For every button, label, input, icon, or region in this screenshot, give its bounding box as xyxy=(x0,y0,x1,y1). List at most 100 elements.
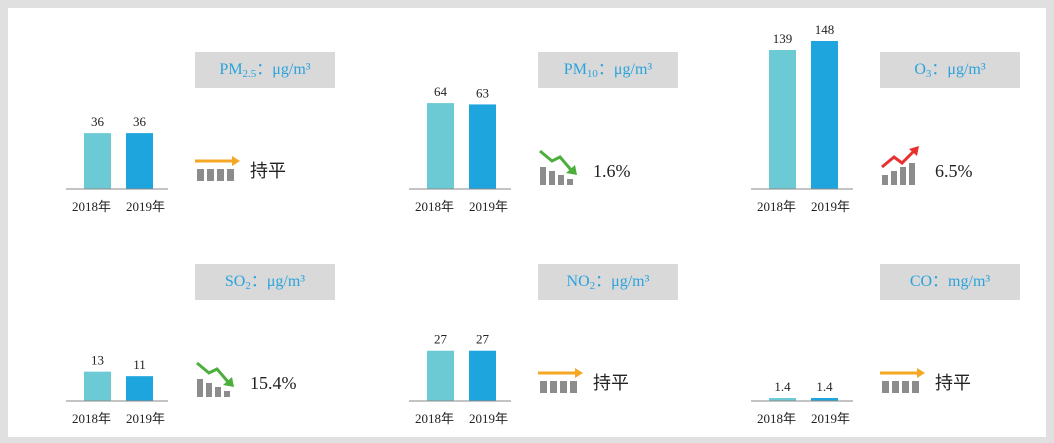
title-sub: 2.5 xyxy=(243,68,257,80)
chart-title: PM2.5：μg/m³ xyxy=(219,61,310,80)
title-sub: 2 xyxy=(590,280,596,292)
bar xyxy=(84,133,111,189)
bar xyxy=(769,398,796,401)
icon-bar xyxy=(900,167,906,185)
x-tick-label: 2018年 xyxy=(757,199,796,214)
value-label: 1.4 xyxy=(816,379,833,394)
icon-bar xyxy=(217,169,224,181)
trend-icon xyxy=(539,149,577,185)
icon-bar xyxy=(560,381,567,393)
title-box xyxy=(195,52,335,88)
icon-bar xyxy=(550,381,557,393)
value-label: 148 xyxy=(815,22,835,37)
title-box xyxy=(195,264,335,300)
x-tick-label: 2019年 xyxy=(811,411,850,426)
icon-bar xyxy=(207,169,214,181)
title-main: NO xyxy=(567,273,590,290)
icon-bar xyxy=(227,169,234,181)
icon-bar xyxy=(909,163,915,185)
icon-bar xyxy=(558,175,564,185)
trend-icon xyxy=(538,368,583,393)
x-tick-label: 2018年 xyxy=(415,411,454,426)
value-label: 11 xyxy=(133,357,146,372)
value-label: 27 xyxy=(434,332,448,347)
icon-bar xyxy=(540,167,546,185)
change-label: 15.4% xyxy=(250,373,297,393)
chart-title: CO：mg/m³ xyxy=(910,273,991,290)
icon-bar xyxy=(882,175,888,185)
value-label: 64 xyxy=(434,84,448,99)
value-label: 13 xyxy=(91,353,104,368)
title-main: SO xyxy=(225,273,245,290)
title-box xyxy=(538,264,678,300)
title-main: CO xyxy=(910,273,932,290)
icon-bar xyxy=(912,381,919,393)
x-tick-label: 2018年 xyxy=(415,199,454,214)
icon-bar xyxy=(224,391,230,397)
value-label: 139 xyxy=(773,31,793,46)
title-box xyxy=(880,52,1020,88)
bar xyxy=(811,41,838,189)
icon-arrow-head xyxy=(566,165,577,175)
icon-bar xyxy=(882,381,889,393)
title-unit: ：μg/m³ xyxy=(256,61,310,78)
title-main: O xyxy=(914,61,926,78)
icon-bar xyxy=(215,387,221,397)
bar xyxy=(469,104,496,189)
value-label: 63 xyxy=(476,85,489,100)
icon-bar xyxy=(891,171,897,185)
change-label: 6.5% xyxy=(935,161,973,181)
icon-bar xyxy=(197,169,204,181)
title-box xyxy=(880,264,1020,300)
icon-bar xyxy=(549,171,555,185)
title-box xyxy=(538,52,678,88)
trend-icon xyxy=(195,156,240,181)
x-tick-label: 2018年 xyxy=(72,411,111,426)
icon-arrow-head xyxy=(909,146,919,156)
change-label: 持平 xyxy=(250,161,286,181)
chart-title: SO2：μg/m³ xyxy=(225,273,305,292)
value-label: 1.4 xyxy=(774,379,791,394)
icon-bar xyxy=(206,383,212,397)
bar xyxy=(126,376,153,401)
chart-title: NO2：μg/m³ xyxy=(567,273,650,292)
icon-bar xyxy=(197,379,203,397)
x-tick-label: 2019年 xyxy=(469,411,508,426)
icon-arrow xyxy=(539,149,574,172)
x-tick-label: 2019年 xyxy=(811,199,850,214)
bar xyxy=(84,371,111,401)
change-label: 持平 xyxy=(593,373,629,393)
icon-bar xyxy=(540,381,547,393)
title-unit: ：μg/m³ xyxy=(595,273,649,290)
icon-bar xyxy=(902,381,909,393)
change-label: 1.6% xyxy=(593,161,631,181)
icon-arrow-head xyxy=(232,156,240,166)
title-unit: ：μg/m³ xyxy=(251,273,305,290)
bar xyxy=(469,350,496,401)
icon-arrow xyxy=(196,361,231,384)
chart-title: PM10：μg/m³ xyxy=(564,61,653,80)
icon-bar xyxy=(892,381,899,393)
x-tick-label: 2019年 xyxy=(469,199,508,214)
title-unit: ：μg/m³ xyxy=(598,61,652,78)
value-label: 36 xyxy=(91,114,105,129)
value-label: 27 xyxy=(476,332,490,347)
bar xyxy=(427,103,454,189)
title-sub: 10 xyxy=(587,68,599,80)
trend-icon xyxy=(196,361,234,397)
x-tick-label: 2019年 xyxy=(126,411,165,426)
bar xyxy=(126,133,153,189)
icon-bar xyxy=(567,179,573,185)
change-label: 持平 xyxy=(935,373,971,393)
title-unit: ：mg/m³ xyxy=(932,273,990,290)
x-tick-label: 2018年 xyxy=(757,411,796,426)
icon-arrow-head xyxy=(917,368,925,378)
x-tick-label: 2018年 xyxy=(72,199,111,214)
title-sub: 3 xyxy=(926,68,932,80)
icon-arrow-head xyxy=(223,377,234,387)
title-unit: ：μg/m³ xyxy=(931,61,985,78)
icon-bar xyxy=(570,381,577,393)
bar xyxy=(769,50,796,189)
chart-title: O3：μg/m³ xyxy=(914,61,986,80)
